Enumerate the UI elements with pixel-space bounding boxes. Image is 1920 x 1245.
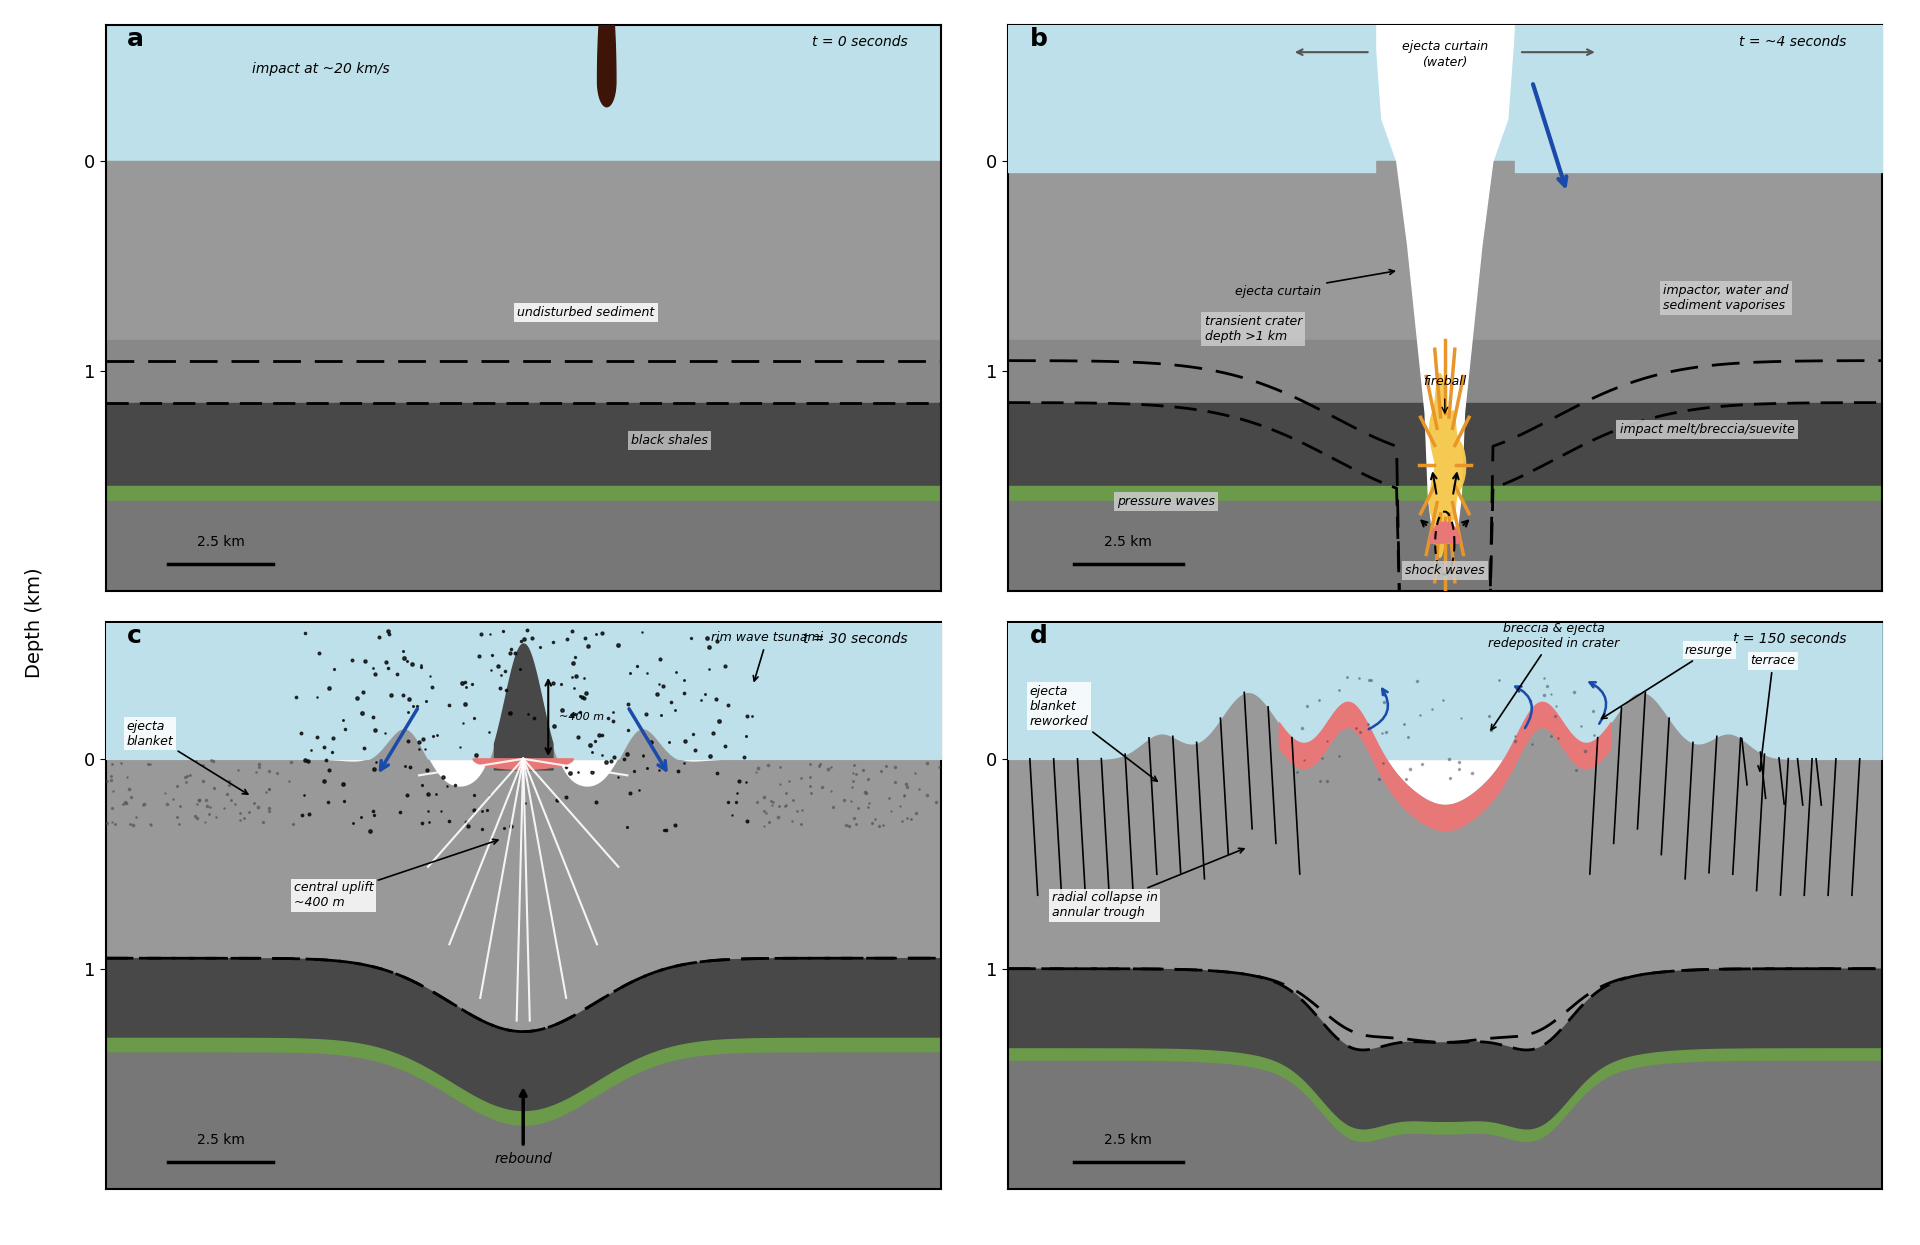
- Text: pressure waves: pressure waves: [1117, 494, 1215, 508]
- Text: 2.5 km: 2.5 km: [1104, 535, 1152, 549]
- Text: radial collapse in
annular trough: radial collapse in annular trough: [1052, 848, 1244, 919]
- Text: a: a: [127, 27, 144, 51]
- Text: rim wave tsunami: rim wave tsunami: [710, 631, 824, 681]
- Text: t = 0 seconds: t = 0 seconds: [812, 35, 908, 49]
- Text: breccia & ejecta
redeposited in crater: breccia & ejecta redeposited in crater: [1488, 621, 1620, 730]
- Text: central uplift
~400 m: central uplift ~400 m: [294, 839, 497, 909]
- Text: undisturbed sediment: undisturbed sediment: [516, 306, 655, 319]
- Text: d: d: [1029, 625, 1048, 649]
- Text: Depth (km): Depth (km): [25, 568, 44, 677]
- Text: ejecta
blanket: ejecta blanket: [127, 720, 248, 794]
- Text: t = ~4 seconds: t = ~4 seconds: [1740, 35, 1847, 49]
- Text: b: b: [1029, 27, 1048, 51]
- Polygon shape: [472, 759, 574, 769]
- Text: c: c: [127, 625, 142, 649]
- Text: ~400 m: ~400 m: [559, 712, 603, 722]
- Text: impact at ~20 km/s: impact at ~20 km/s: [252, 62, 390, 76]
- Polygon shape: [1375, 25, 1515, 543]
- Polygon shape: [1430, 522, 1459, 543]
- Polygon shape: [1430, 374, 1465, 558]
- Text: ejecta
blanket
reworked: ejecta blanket reworked: [1029, 685, 1158, 781]
- Text: t = 30 seconds: t = 30 seconds: [803, 632, 908, 646]
- Text: 2.5 km: 2.5 km: [196, 1133, 244, 1147]
- Text: rebound: rebound: [493, 1152, 553, 1165]
- Text: shock waves: shock waves: [1405, 564, 1484, 576]
- Text: t = 150 seconds: t = 150 seconds: [1734, 632, 1847, 646]
- Text: 2.5 km: 2.5 km: [1104, 1133, 1152, 1147]
- Text: terrace: terrace: [1751, 655, 1795, 771]
- Text: impact melt/breccia/suevite: impact melt/breccia/suevite: [1620, 423, 1795, 436]
- Text: impactor, water and
sediment vaporises: impactor, water and sediment vaporises: [1663, 284, 1789, 311]
- Polygon shape: [597, 0, 616, 107]
- Text: resurge: resurge: [1601, 644, 1734, 718]
- Text: ejecta curtain: ejecta curtain: [1235, 270, 1394, 298]
- Text: 2.5 km: 2.5 km: [196, 535, 244, 549]
- Text: fireball: fireball: [1423, 375, 1467, 388]
- Text: transient crater
depth >1 km: transient crater depth >1 km: [1204, 315, 1302, 344]
- Text: ejecta curtain
(water): ejecta curtain (water): [1402, 40, 1488, 68]
- Text: black shales: black shales: [632, 433, 708, 447]
